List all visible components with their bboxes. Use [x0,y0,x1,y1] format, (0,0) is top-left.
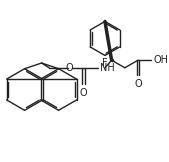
Text: O: O [79,88,87,98]
Text: O: O [65,63,73,73]
Text: NH: NH [100,63,115,73]
Text: F: F [102,58,108,68]
Text: O: O [134,79,142,89]
Text: OH: OH [153,55,168,65]
